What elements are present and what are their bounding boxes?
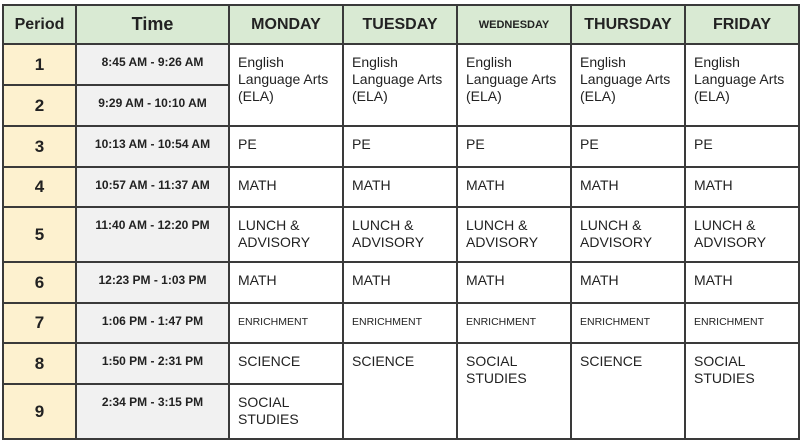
period-number: 9 <box>2 383 77 440</box>
period-time: 12:23 PM - 1:03 PM <box>75 261 230 304</box>
class-cell: MATH <box>570 261 686 304</box>
table-row: 6 12:23 PM - 1:03 PM MATH MATH MATH MATH… <box>2 261 800 304</box>
class-cell: English Language Arts (ELA) <box>684 43 800 127</box>
period-number: 2 <box>2 84 77 127</box>
table-row: 8 1:50 PM - 2:31 PM SCIENCE SCIENCE SOCI… <box>2 342 800 440</box>
class-cell: MATH <box>342 166 458 208</box>
table-row: 2 9:29 AM - 10:10 AM <box>2 84 799 127</box>
class-cell: PE <box>342 125 458 168</box>
period-time: 10:13 AM - 10:54 AM <box>75 125 230 168</box>
class-cell: SOCIAL STUDIES <box>684 342 800 440</box>
class-cell: ENRICHMENT <box>570 302 686 344</box>
period-time: 9:29 AM - 10:10 AM <box>75 84 230 127</box>
header-time: Time <box>75 4 230 45</box>
class-cell: English Language Arts (ELA) <box>570 43 686 127</box>
period-number: 3 <box>2 125 77 168</box>
class-cell: PE <box>228 125 344 168</box>
class-cell: SCIENCE <box>570 342 686 440</box>
class-cell: LUNCH & ADVISORY <box>684 206 800 263</box>
class-cell: SCIENCE <box>228 342 344 385</box>
period-time: 8:45 AM - 9:26 AM <box>75 43 230 86</box>
class-cell: MATH <box>570 166 686 208</box>
period-time: 1:50 PM - 2:31 PM <box>75 342 230 385</box>
class-cell: MATH <box>228 166 344 208</box>
class-cell: MATH <box>342 261 458 304</box>
class-cell: ENRICHMENT <box>342 302 458 344</box>
class-cell: English Language Arts (ELA) <box>456 43 572 127</box>
period-time: 11:40 AM - 12:20 PM <box>75 206 230 263</box>
class-cell: MATH <box>228 261 344 304</box>
class-cell: LUNCH & ADVISORY <box>228 206 344 263</box>
class-cell: ENRICHMENT <box>456 302 572 344</box>
class-cell: MATH <box>684 261 800 304</box>
period-number: 6 <box>2 261 77 304</box>
table-row: 1 8:45 AM - 9:26 AM English Language Art… <box>2 43 800 127</box>
header-tuesday: TUESDAY <box>342 4 458 45</box>
header-friday: FRIDAY <box>684 4 800 45</box>
class-cell: English Language Arts (ELA) <box>342 43 458 127</box>
table-row: 9 2:34 PM - 3:15 PM SOCIAL STUDIES <box>2 383 799 440</box>
class-cell: SOCIAL STUDIES <box>456 342 572 440</box>
class-cell: ENRICHMENT <box>228 302 344 344</box>
header-wednesday: WEDNESDAY <box>456 4 572 45</box>
header-monday: MONDAY <box>228 4 344 45</box>
header-period: Period <box>2 4 77 45</box>
class-cell: PE <box>570 125 686 168</box>
class-cell: MATH <box>456 166 572 208</box>
header-row: Period Time MONDAY TUESDAY WEDNESDAY THU… <box>2 4 800 45</box>
table-row: 5 11:40 AM - 12:20 PM LUNCH & ADVISORY L… <box>2 206 800 263</box>
table-row: 4 10:57 AM - 11:37 AM MATH MATH MATH MAT… <box>2 166 800 208</box>
class-cell: ENRICHMENT <box>684 302 800 344</box>
class-cell: SCIENCE <box>342 342 458 440</box>
class-cell: PE <box>456 125 572 168</box>
class-cell: LUNCH & ADVISORY <box>342 206 458 263</box>
period-time: 10:57 AM - 11:37 AM <box>75 166 230 208</box>
period-time: 2:34 PM - 3:15 PM <box>75 383 230 440</box>
period-number: 5 <box>2 206 77 263</box>
class-cell: SOCIAL STUDIES <box>228 383 344 440</box>
table-row: 7 1:06 PM - 1:47 PM ENRICHMENT ENRICHMEN… <box>2 302 800 344</box>
schedule-table: Period Time MONDAY TUESDAY WEDNESDAY THU… <box>2 4 800 440</box>
period-number: 7 <box>2 302 77 344</box>
class-cell: MATH <box>684 166 800 208</box>
class-cell: MATH <box>456 261 572 304</box>
period-time: 1:06 PM - 1:47 PM <box>75 302 230 344</box>
class-cell: English Language Arts (ELA) <box>228 43 344 127</box>
table-row: 3 10:13 AM - 10:54 AM PE PE PE PE PE <box>2 125 800 168</box>
class-cell: PE <box>684 125 800 168</box>
header-thursday: THURSDAY <box>570 4 686 45</box>
period-number: 4 <box>2 166 77 208</box>
period-number: 1 <box>2 43 77 86</box>
class-cell: LUNCH & ADVISORY <box>456 206 572 263</box>
class-cell: LUNCH & ADVISORY <box>570 206 686 263</box>
period-number: 8 <box>2 342 77 385</box>
